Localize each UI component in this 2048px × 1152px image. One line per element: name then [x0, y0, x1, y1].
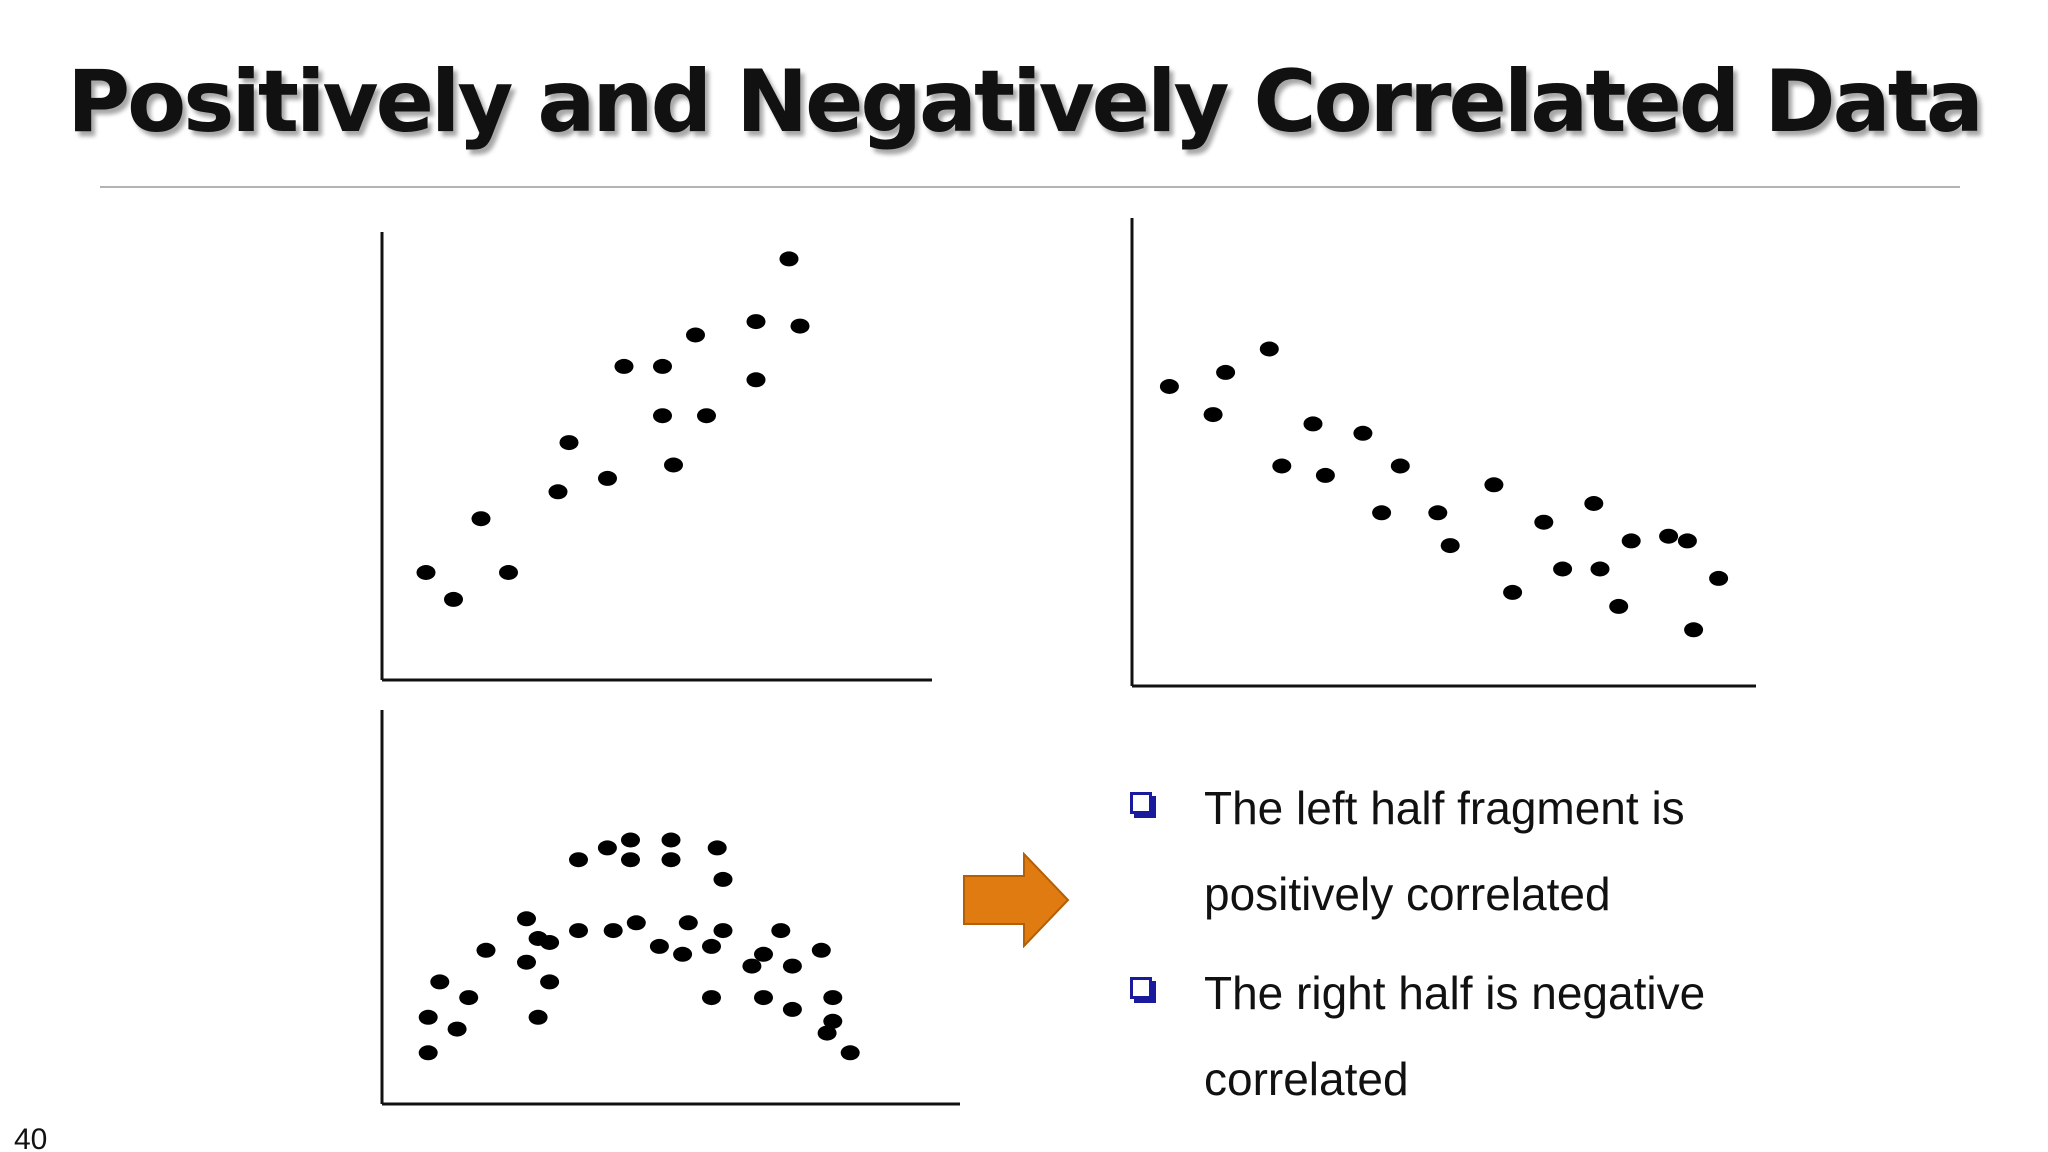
data-point: [1590, 561, 1610, 577]
data-point: [1303, 416, 1323, 432]
data-point: [1390, 458, 1410, 474]
data-point: [603, 923, 623, 939]
data-point: [499, 565, 518, 580]
data-point: [771, 923, 791, 939]
data-point: [1677, 533, 1697, 549]
data-point: [707, 840, 727, 856]
data-point: [754, 990, 773, 1006]
scatter-plot-arch: [380, 710, 960, 1106]
data-point: [673, 946, 693, 962]
data-point: [779, 251, 799, 267]
bullet-item: The left half fragment is positively cor…: [1118, 765, 1758, 937]
data-point: [569, 923, 588, 939]
data-point: [1272, 458, 1292, 474]
data-point: [686, 327, 705, 343]
data-point: [702, 938, 721, 954]
data-point: [1372, 505, 1392, 521]
data-point: [1621, 533, 1641, 549]
data-point: [702, 990, 721, 1006]
bullet-text: The right half is negative correlated: [1204, 967, 1706, 1105]
data-point: [661, 832, 681, 848]
data-point: [471, 511, 491, 527]
page-number: 40: [14, 1123, 48, 1152]
data-point: [697, 408, 716, 424]
data-point: [528, 1009, 548, 1025]
bullet-text: The left half fragment is positively cor…: [1204, 782, 1685, 920]
data-point: [746, 372, 766, 388]
data-point: [790, 318, 810, 334]
data-point: [517, 911, 536, 927]
data-point: [548, 484, 568, 500]
data-point: [1428, 505, 1448, 521]
data-point: [1159, 379, 1179, 394]
data-point: [517, 954, 536, 970]
data-point: [569, 852, 588, 868]
data-point: [459, 990, 479, 1006]
data-point: [1440, 538, 1460, 554]
data-point: [742, 958, 762, 974]
data-point: [1584, 496, 1604, 511]
data-point: [782, 1001, 802, 1017]
data-point: [597, 840, 617, 856]
data-point: [1609, 598, 1629, 614]
data-point: [811, 942, 831, 958]
data-point: [416, 565, 436, 580]
data-point: [447, 1021, 467, 1037]
data-point: [621, 852, 640, 868]
data-point: [664, 457, 683, 473]
data-point: [678, 915, 698, 931]
data-point: [1484, 477, 1504, 493]
data-point: [540, 974, 560, 990]
right-arrow-icon: [963, 852, 1070, 948]
data-point: [823, 1013, 843, 1029]
data-point: [1659, 528, 1679, 544]
data-point: [621, 832, 640, 848]
data-point: [444, 591, 463, 607]
scatter-plot-negative: [1130, 218, 1756, 688]
data-point: [746, 314, 766, 330]
square-bullet-icon: [1130, 792, 1152, 814]
data-point: [1684, 622, 1704, 638]
data-point: [418, 1045, 438, 1061]
data-point: [817, 1025, 837, 1041]
data-point: [823, 990, 843, 1006]
title-divider: [100, 186, 1960, 188]
bullet-item: The right half is negative correlated: [1118, 950, 1758, 1122]
square-bullet-icon: [1130, 977, 1152, 999]
data-point: [598, 470, 617, 486]
data-point: [430, 974, 450, 990]
slide-title: Positively and Negatively Correlated Dat…: [67, 52, 1984, 152]
data-point: [713, 923, 733, 939]
data-point: [1315, 467, 1335, 483]
data-point: [1216, 364, 1236, 380]
scatter-plot-positive: [380, 232, 932, 682]
data-point: [661, 852, 681, 868]
data-point: [1534, 514, 1554, 530]
data-point: [540, 935, 560, 950]
data-point: [476, 942, 496, 958]
data-point: [1553, 561, 1573, 577]
data-point: [653, 358, 672, 374]
data-point: [754, 946, 773, 962]
data-point: [1709, 570, 1729, 586]
data-point: [1259, 341, 1279, 357]
data-point: [649, 938, 669, 954]
bullet-list: The left half fragment is positively cor…: [1118, 765, 1758, 1135]
data-point: [1503, 584, 1523, 600]
data-point: [614, 358, 634, 374]
data-point: [1353, 425, 1373, 441]
data-point: [713, 871, 733, 887]
data-point: [559, 435, 579, 451]
data-point: [840, 1045, 860, 1061]
data-point: [418, 1009, 438, 1025]
data-point: [653, 408, 672, 424]
data-point: [626, 915, 646, 931]
data-point: [1203, 407, 1223, 423]
data-point: [782, 958, 802, 974]
